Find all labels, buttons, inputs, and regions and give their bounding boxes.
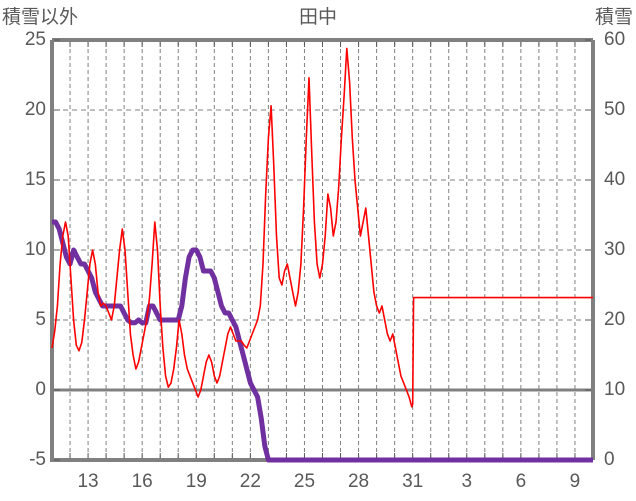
x-tick-label: 19 bbox=[185, 471, 207, 492]
y-tick-label-left: 25 bbox=[24, 29, 46, 50]
y-tick-label-right: 10 bbox=[604, 379, 626, 400]
y-tick-label-right: 60 bbox=[604, 29, 626, 50]
y-tick-label-right: 40 bbox=[604, 169, 626, 190]
x-tick-label: 22 bbox=[239, 471, 261, 492]
x-tick-label: 13 bbox=[77, 471, 99, 492]
x-tick-label: 16 bbox=[131, 471, 153, 492]
series-line-other bbox=[51, 47, 593, 408]
x-tick-label: 9 bbox=[569, 471, 581, 492]
y-tick-label-right: 20 bbox=[604, 309, 626, 330]
y-tick-label-right: 0 bbox=[604, 449, 615, 470]
x-tick-label: 3 bbox=[461, 471, 473, 492]
y-tick-marks-left bbox=[54, 39, 60, 461]
y-tick-label-left: 10 bbox=[24, 239, 46, 260]
chart-title: 田中 bbox=[298, 7, 337, 28]
x-tick-label: 25 bbox=[293, 471, 316, 492]
left-axis-title: 積雪以外 bbox=[2, 7, 79, 28]
x-tick-label: 31 bbox=[402, 471, 424, 492]
x-tick-label: 6 bbox=[515, 471, 527, 492]
y-tick-label-left: -5 bbox=[29, 449, 46, 470]
x-tick-label: 28 bbox=[347, 471, 370, 492]
y-tick-label-left: 5 bbox=[35, 309, 46, 330]
y-tick-label-left: 20 bbox=[24, 99, 46, 120]
y-tick-label-left: 15 bbox=[24, 169, 46, 190]
right-axis-title: 積雪 bbox=[594, 7, 633, 28]
y-tick-label-right: 50 bbox=[604, 99, 626, 120]
y-tick-label-left: 0 bbox=[35, 379, 46, 400]
y-tick-label-right: 30 bbox=[604, 239, 626, 260]
